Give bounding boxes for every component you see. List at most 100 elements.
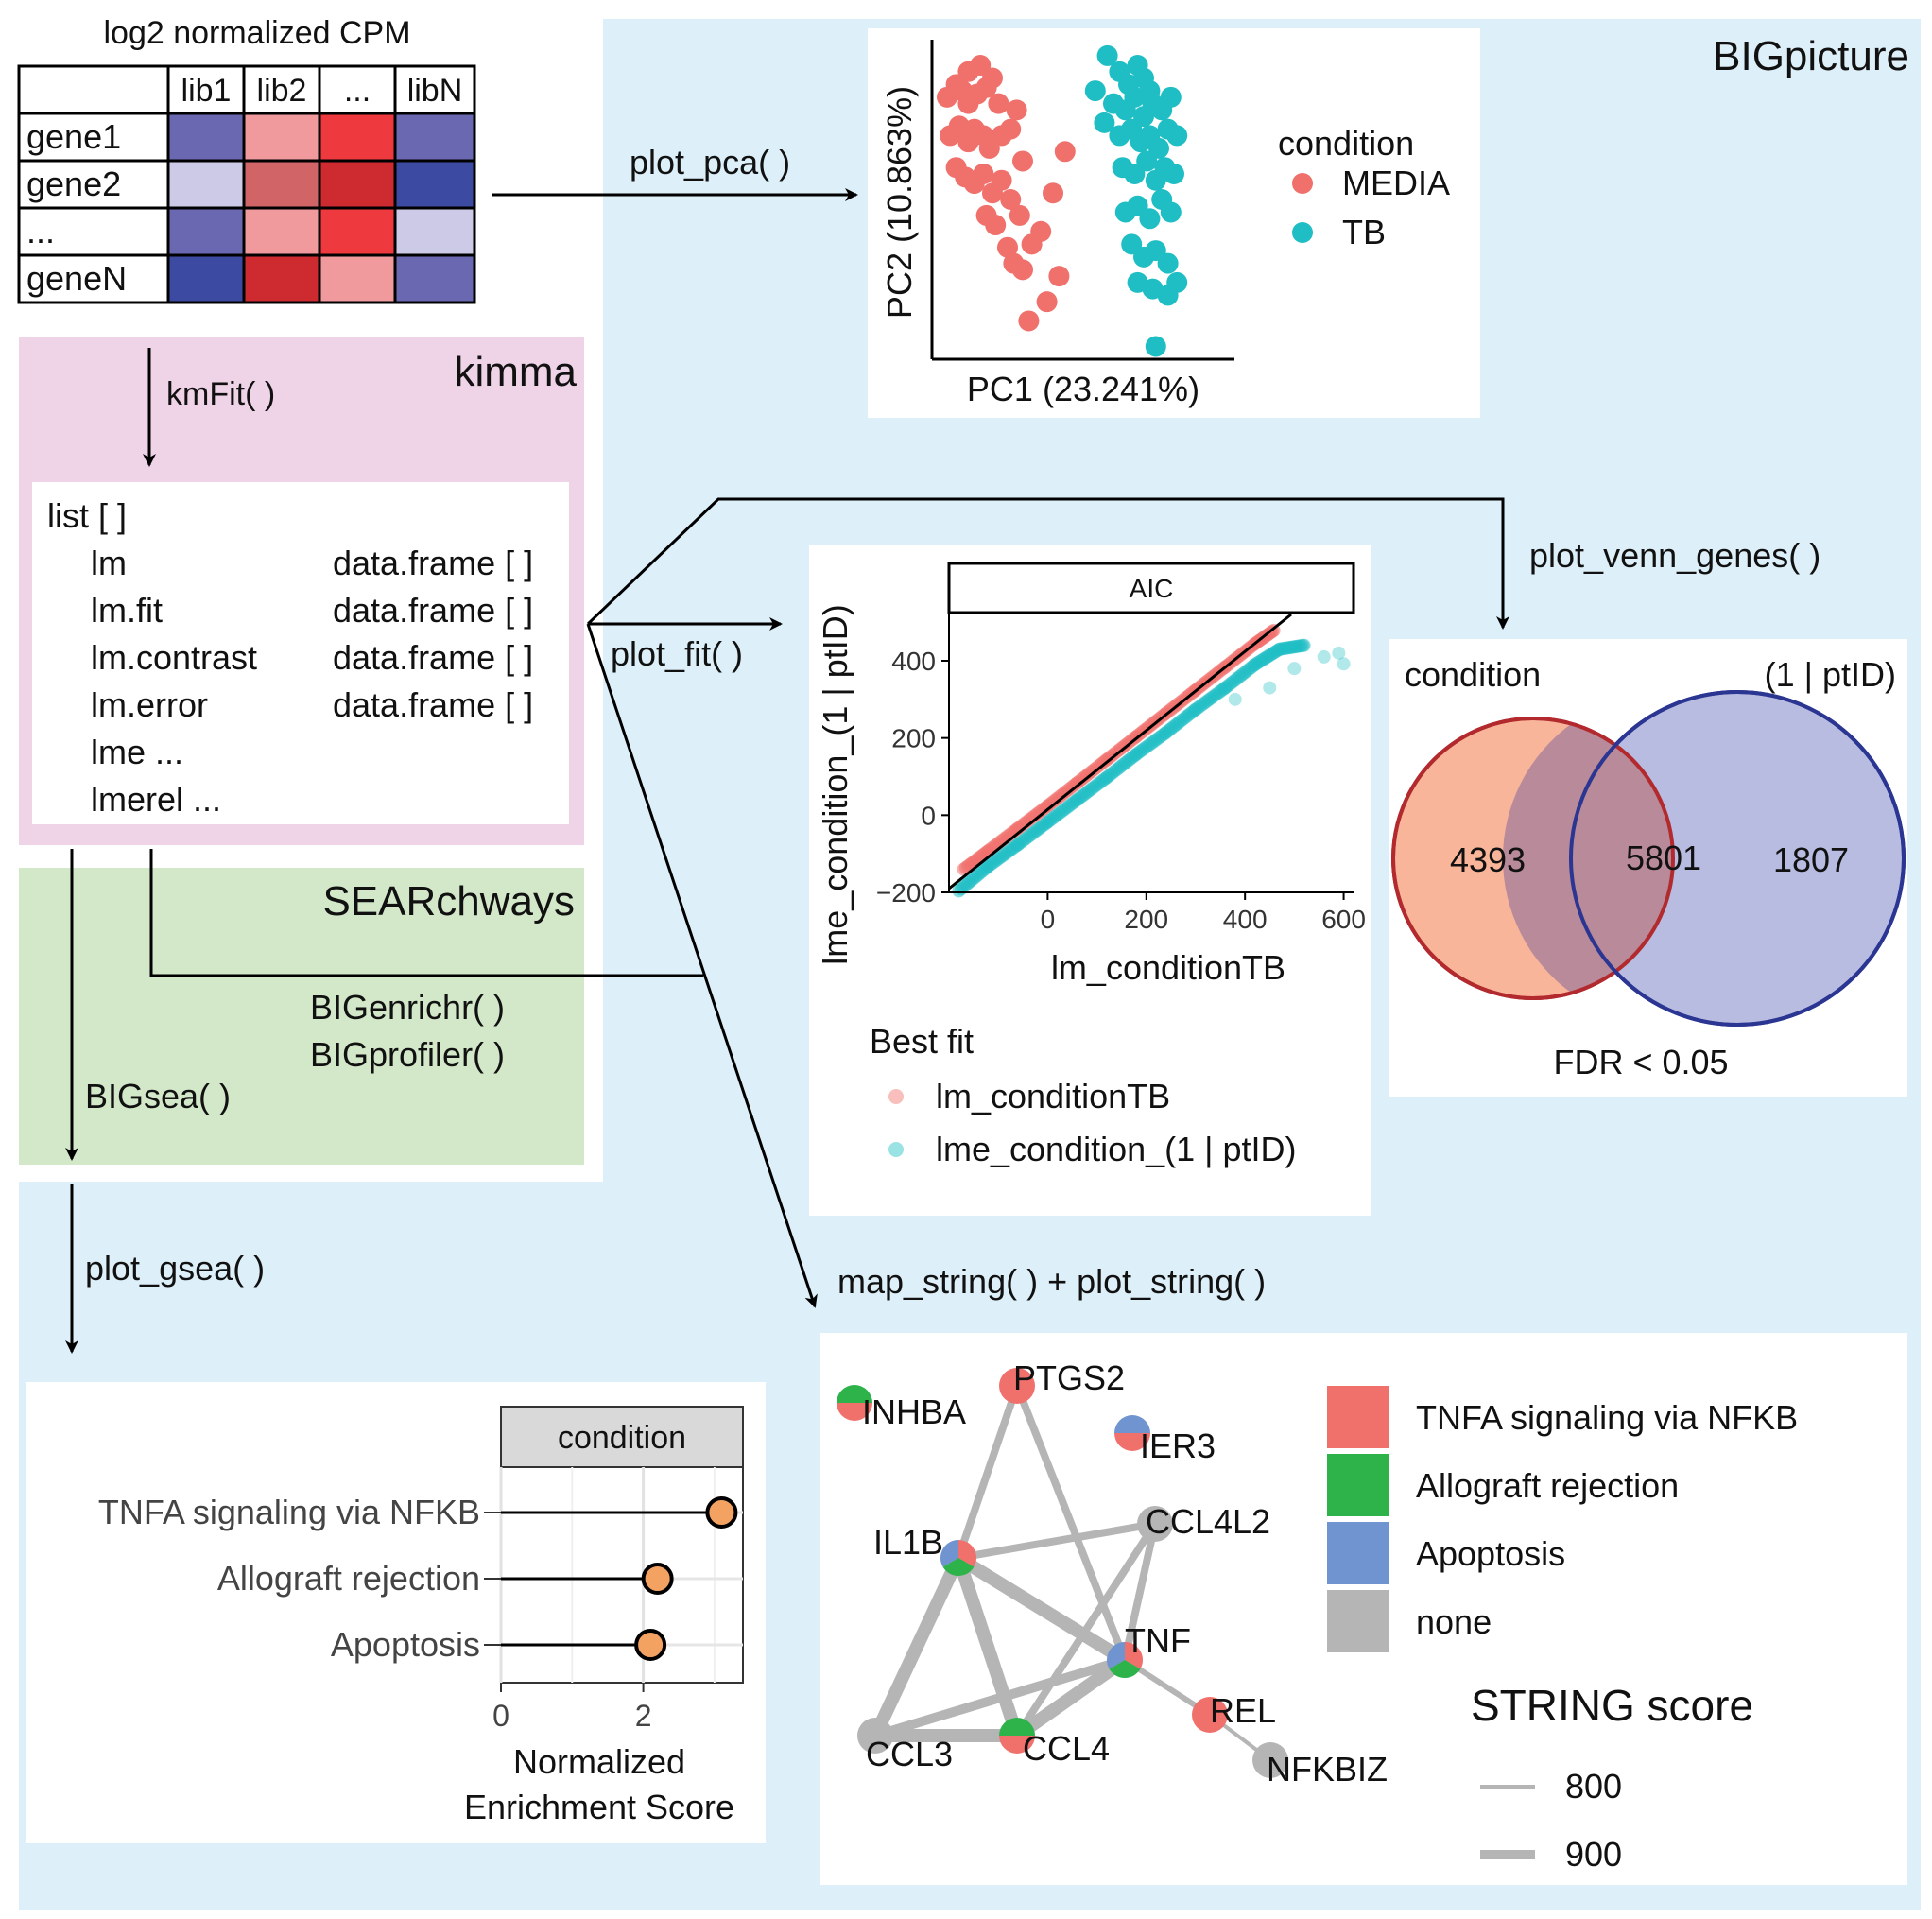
fit-point	[1317, 649, 1331, 664]
fit-point	[1332, 646, 1346, 660]
string-edge	[955, 1520, 1159, 1562]
pca-legend-label: TB	[1342, 213, 1386, 251]
string-node-label: IER3	[1140, 1426, 1216, 1465]
string-edge	[955, 1382, 1021, 1562]
string-legend-key	[1327, 1454, 1389, 1516]
matrix-row-header-cell	[17, 253, 170, 304]
kimma-list-item-name: lm.error	[91, 685, 208, 724]
pca-point	[1166, 271, 1188, 293]
pca-point	[1124, 86, 1146, 108]
venn-panel: condition (1 | ptID) 4393 5801 1807 FDR …	[1389, 639, 1907, 1097]
string-score-label: 900	[1565, 1835, 1622, 1874]
gsea-strip	[500, 1406, 744, 1468]
gsea-panel: condition TNFA signaling via NFKB Allogra…	[26, 1382, 766, 1843]
kimma-list-item-type: data.frame [ ]	[333, 591, 533, 630]
venn-caption: FDR < 0.05	[1553, 1043, 1728, 1081]
matrix-cell	[242, 253, 321, 304]
kimma-list-item-name: lm	[91, 544, 127, 582]
plot-fit-label: plot_fit( )	[611, 634, 743, 673]
matrix-row-label: gene1	[26, 117, 121, 156]
venn-left-count: 4393	[1450, 840, 1526, 879]
fit-xtick-label: 600	[1321, 905, 1366, 934]
pca-legend-title: condition	[1278, 124, 1414, 163]
string-node-label: CCL4	[1023, 1729, 1110, 1768]
matrix-title: log2 normalized CPM	[103, 15, 410, 51]
venn-label-right: (1 | ptID)	[1765, 655, 1896, 694]
string-panel: PTGS2 INHBA IER3 CCL4L2 IL1B TNF REL NFKBIZ CCL3…	[820, 1333, 1907, 1885]
gsea-pathway-label: Apoptosis	[331, 1625, 480, 1664]
string-edge	[1013, 1520, 1159, 1739]
pca-point	[1012, 259, 1033, 281]
pca-point	[970, 55, 992, 77]
pca-point	[973, 163, 994, 184]
matrix-cell	[166, 253, 246, 304]
matrix-col-header-cell	[393, 64, 476, 115]
matrix-cell	[318, 159, 397, 210]
bigenrichr-label: BIGenrichr( )	[310, 988, 505, 1027]
bigprofiler-label: BIGprofiler( )	[310, 1035, 505, 1074]
gsea-point	[705, 1496, 738, 1529]
cpm-matrix: log2 normalized CPM lib1 lib2... libN gene1…	[17, 15, 476, 304]
string-edge	[1010, 1653, 1131, 1742]
gsea-pathway-label: Allograft rejection	[217, 1559, 480, 1598]
matrix-row-label: ...	[26, 212, 55, 251]
string-legend-key	[1327, 1590, 1389, 1652]
gsea-xlabel-line1: Normalized	[513, 1742, 685, 1781]
matrix-cell	[242, 206, 321, 257]
pca-point	[1094, 112, 1115, 133]
matrix-cell	[318, 206, 397, 257]
fit-legend-label: lm_conditionTB	[936, 1077, 1170, 1115]
string-legend-label: Allograft rejection	[1416, 1466, 1679, 1505]
pca-ylabel: PC2 (10.863%)	[880, 86, 919, 319]
flow-arrows: plot_pca( ) plot_venn_genes( ) plot_fit(…	[65, 143, 1820, 1354]
matrix-cell	[242, 112, 321, 163]
fit-point	[1296, 638, 1310, 652]
kimma-list-item-type: data.frame [ ]	[333, 685, 533, 724]
pca-point	[997, 236, 1018, 258]
pca-point	[1018, 310, 1040, 332]
string-edge	[869, 1551, 965, 1742]
string-node-label: TNF	[1125, 1621, 1191, 1660]
string-node: IL1B	[873, 1523, 976, 1576]
gsea-panel-title: condition	[558, 1420, 686, 1456]
pca-point	[988, 93, 1009, 114]
string-node-label: CCL4L2	[1146, 1502, 1270, 1541]
pca-point	[1096, 44, 1118, 66]
pca-point	[1136, 150, 1158, 172]
string-legend-label: none	[1416, 1602, 1492, 1641]
string-score-title: STRING score	[1471, 1681, 1753, 1730]
matrix-cell	[166, 206, 246, 257]
pca-point	[1139, 208, 1161, 230]
string-node: REL	[1192, 1691, 1276, 1733]
pca-point	[1145, 336, 1166, 357]
string-node-label: NFKBIZ	[1267, 1750, 1388, 1789]
string-node-label: REL	[1210, 1691, 1276, 1730]
string-edge	[952, 1551, 1024, 1742]
matrix-cell	[393, 159, 476, 210]
fit-identity-line	[948, 613, 1292, 890]
pca-point	[1157, 252, 1179, 274]
fit-ytick-label: 400	[891, 647, 936, 676]
matrix-corner-cell	[17, 64, 170, 115]
gsea-xtick-label: 2	[635, 1699, 652, 1733]
pca-point	[1000, 189, 1022, 210]
fit-point	[1337, 657, 1351, 671]
matrix-cell	[393, 253, 476, 304]
pca-legend-key	[1292, 222, 1313, 243]
fit-ytick-label: 0	[921, 801, 936, 830]
pca-point	[1054, 141, 1076, 163]
gsea-xtick-label: 0	[492, 1699, 509, 1733]
fit-ytick-label: 200	[891, 724, 936, 753]
matrix-cell	[318, 112, 397, 163]
string-legend-label: TNFA signaling via NFKB	[1416, 1398, 1798, 1437]
pca-point	[1084, 80, 1106, 102]
kimma-list-item-name: lme ...	[91, 733, 183, 771]
kimma-list-item-type: data.frame [ ]	[333, 638, 533, 677]
string-node-label: CCL3	[866, 1735, 953, 1773]
string-node: INHBA	[837, 1385, 966, 1431]
kmfit-label: kmFit( )	[166, 376, 275, 412]
matrix-row-label: geneN	[26, 259, 127, 298]
string-node: CCL4	[999, 1718, 1110, 1768]
matrix-col-header: ...	[344, 73, 371, 109]
string-node-label: IL1B	[873, 1523, 943, 1562]
